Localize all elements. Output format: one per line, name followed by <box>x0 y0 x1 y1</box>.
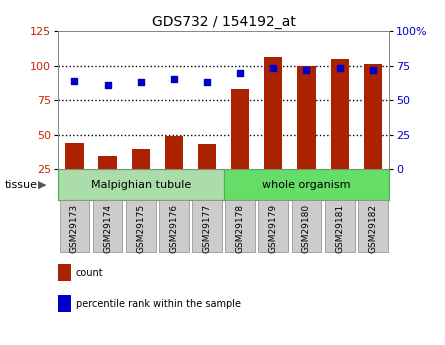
Bar <box>132 149 150 169</box>
FancyBboxPatch shape <box>259 200 288 252</box>
Text: Malpighian tubule: Malpighian tubule <box>91 180 191 190</box>
FancyBboxPatch shape <box>225 200 255 252</box>
FancyBboxPatch shape <box>159 200 189 252</box>
FancyBboxPatch shape <box>358 200 388 252</box>
Title: GDS732 / 154192_at: GDS732 / 154192_at <box>152 14 295 29</box>
Bar <box>264 57 283 169</box>
Bar <box>98 156 117 169</box>
Text: GSM29175: GSM29175 <box>136 204 145 253</box>
Text: GSM29173: GSM29173 <box>70 204 79 253</box>
Point <box>137 79 144 85</box>
Point <box>303 67 310 72</box>
Text: percentile rank within the sample: percentile rank within the sample <box>76 299 241 308</box>
Text: GSM29178: GSM29178 <box>236 204 245 253</box>
Bar <box>331 59 349 169</box>
Bar <box>65 143 84 169</box>
Text: GSM29176: GSM29176 <box>170 204 178 253</box>
Text: GSM29179: GSM29179 <box>269 204 278 253</box>
Text: whole organism: whole organism <box>262 180 351 190</box>
Point <box>336 66 343 71</box>
FancyBboxPatch shape <box>60 200 89 252</box>
Bar <box>364 64 382 169</box>
Point <box>203 79 210 85</box>
FancyBboxPatch shape <box>325 200 355 252</box>
Text: tissue: tissue <box>4 180 37 190</box>
Point <box>369 67 376 72</box>
Text: GSM29174: GSM29174 <box>103 204 112 253</box>
FancyBboxPatch shape <box>291 200 321 252</box>
Bar <box>198 145 216 169</box>
Text: GSM29180: GSM29180 <box>302 204 311 253</box>
Text: GSM29182: GSM29182 <box>368 204 377 253</box>
Text: count: count <box>76 268 103 277</box>
Bar <box>297 66 316 169</box>
FancyBboxPatch shape <box>223 169 389 200</box>
Point <box>71 78 78 83</box>
Text: ▶: ▶ <box>38 180 47 190</box>
Point <box>170 77 178 82</box>
Bar <box>165 136 183 169</box>
Text: GSM29181: GSM29181 <box>335 204 344 253</box>
FancyBboxPatch shape <box>93 200 122 252</box>
Point <box>237 70 244 75</box>
Point <box>104 82 111 88</box>
Bar <box>231 89 249 169</box>
FancyBboxPatch shape <box>58 169 223 200</box>
FancyBboxPatch shape <box>126 200 156 252</box>
Point <box>270 66 277 71</box>
FancyBboxPatch shape <box>192 200 222 252</box>
Text: GSM29177: GSM29177 <box>202 204 211 253</box>
